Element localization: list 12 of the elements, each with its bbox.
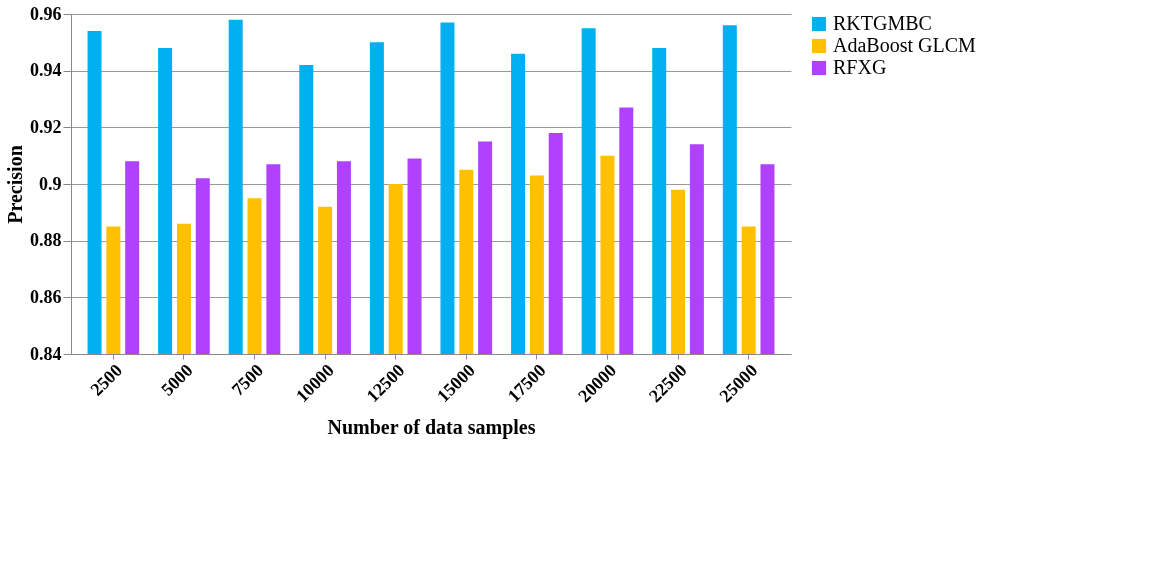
y-tick-label: 0.9 — [39, 173, 62, 194]
x-axis-title: Number of data samples — [327, 416, 536, 440]
y-tick-label: 0.92 — [30, 116, 62, 137]
y-tick-label: 0.84 — [30, 343, 62, 364]
y-tick-label: 0.94 — [30, 60, 62, 81]
y-tick-label: 0.86 — [30, 286, 62, 307]
y-tick-label: 0.96 — [30, 3, 62, 24]
y-axis-title: Precision — [4, 145, 26, 224]
legend-label: AdaBoost GLCM — [833, 34, 976, 56]
y-tick-label: 0.88 — [30, 230, 62, 251]
legend-label: RFXG — [833, 56, 887, 78]
legend-label: RKTGMBC — [833, 12, 932, 34]
